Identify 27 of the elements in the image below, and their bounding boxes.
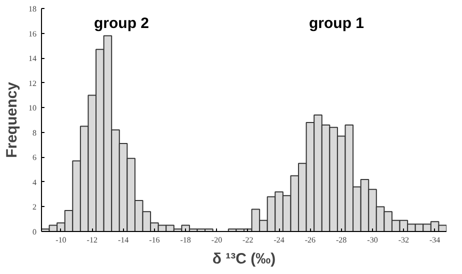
x-tick-label: -28	[336, 236, 347, 244]
y-tick-label: 16	[28, 29, 36, 38]
annotation: group 1	[309, 15, 364, 32]
x-tick-label: -12	[86, 236, 98, 244]
y-tick-label: 10	[28, 104, 36, 113]
x-tick-label: -22	[242, 236, 254, 244]
y-axis-title: Frequency	[4, 81, 20, 158]
annotation: group 2	[94, 15, 149, 32]
x-tick-label: -20	[211, 236, 222, 244]
y-tick-label: 0	[32, 228, 36, 236]
x-tick-label: -10	[56, 236, 66, 244]
x-tick-label: -18	[180, 236, 191, 244]
y-tick-label: 12	[28, 78, 36, 88]
y-tick-label: 2	[32, 202, 36, 212]
y-tick-label: 14	[28, 54, 36, 64]
x-axis-title: δ ¹³C (‰)	[212, 250, 276, 268]
x-tick-label: -32	[398, 236, 410, 244]
x-tick-label: -30	[367, 236, 378, 244]
y-tick-label: 4	[32, 178, 36, 187]
y-tick-label: 8	[32, 128, 36, 138]
x-tick-label: -16	[149, 236, 160, 244]
x-tick-label: -26	[304, 236, 316, 244]
x-tick-label: -14	[118, 236, 129, 244]
y-tick-label: 6	[32, 153, 36, 162]
y-tick-label: 18	[28, 4, 36, 14]
x-tick-label: -34	[429, 236, 440, 244]
x-tick-label: -24	[274, 236, 284, 244]
